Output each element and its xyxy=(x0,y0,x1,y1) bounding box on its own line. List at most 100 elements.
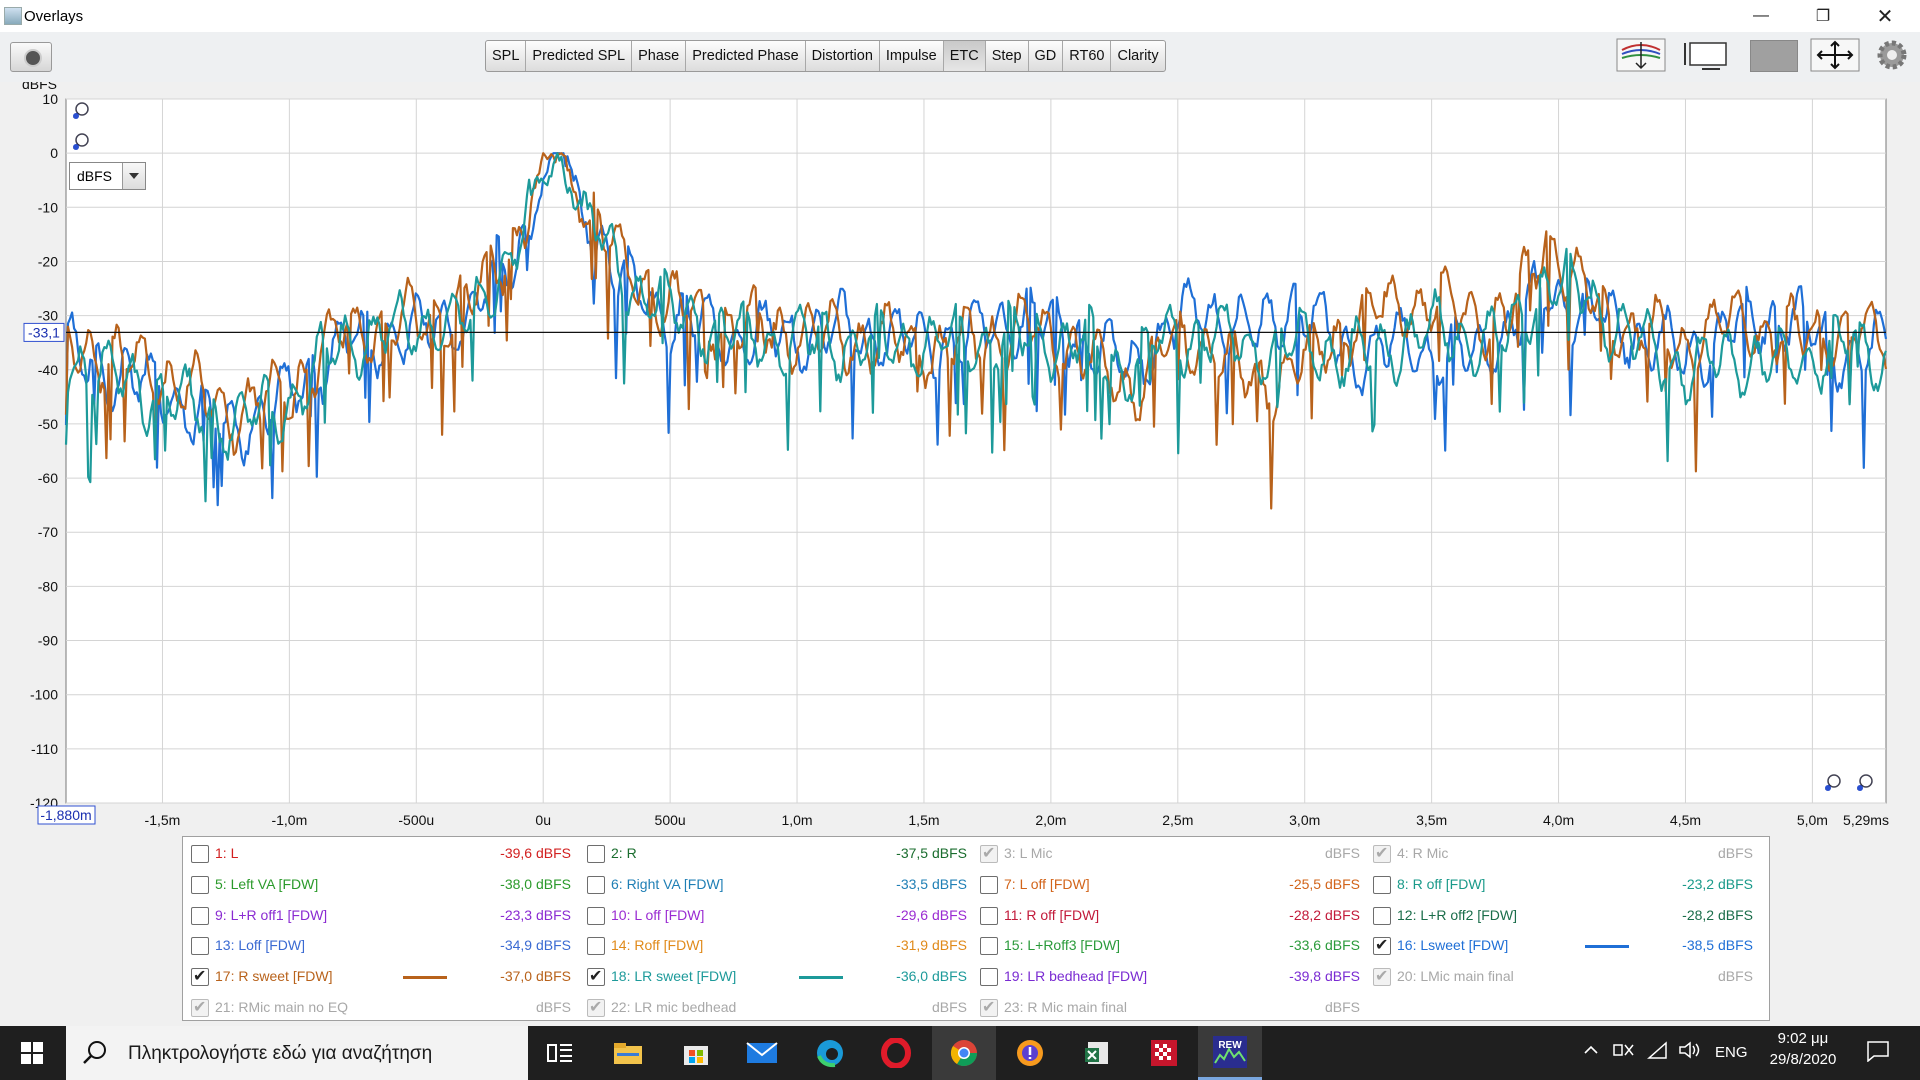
legend-checkbox[interactable] xyxy=(587,937,605,956)
tab-clarity[interactable]: Clarity xyxy=(1117,48,1159,64)
legend-checkbox[interactable] xyxy=(1373,966,1391,987)
gray-panel-icon[interactable] xyxy=(1748,38,1798,72)
legend-item[interactable]: 3: L Mic dBFS xyxy=(972,839,1368,869)
network-adapter-icon[interactable] xyxy=(1612,1040,1636,1065)
legend-item[interactable]: 1: L -39,6 dBFS xyxy=(183,839,579,869)
legend-item[interactable]: 16: Lsweet [FDW] -38,5 dBFS xyxy=(1365,931,1761,961)
minimize-button[interactable]: — xyxy=(1753,7,1769,24)
legend-checkbox[interactable] xyxy=(1373,906,1391,925)
legend-item[interactable]: 2: R -37,5 dBFS xyxy=(579,839,975,869)
browser-icon[interactable] xyxy=(998,1026,1062,1080)
mail-icon[interactable] xyxy=(730,1026,794,1080)
legend-checkbox[interactable] xyxy=(587,845,605,863)
clock[interactable]: 9:02 μμ 29/8/2020 xyxy=(1768,1030,1838,1068)
legend-item[interactable]: 12: L+R off2 [FDW] -28,2 dBFS xyxy=(1365,901,1761,931)
legend-item[interactable]: 22: LR mic bedhead dBFS xyxy=(579,993,975,1023)
tab-predicted-spl[interactable]: Predicted SPL xyxy=(526,41,633,71)
legend-item[interactable]: 4: R Mic dBFS xyxy=(1365,839,1761,869)
legend-checkbox[interactable] xyxy=(191,997,209,1017)
chevron-down-icon[interactable] xyxy=(122,163,145,189)
legend-item[interactable]: 20: LMic main final dBFS xyxy=(1365,962,1761,992)
zoom-x-in-icon[interactable] xyxy=(1825,774,1841,791)
legend-item[interactable]: 14: Roff [FDW] -31,9 dBFS xyxy=(579,931,975,961)
legend-item[interactable]: 21: RMic main no EQ dBFS xyxy=(183,993,579,1023)
tab-impulse[interactable]: Impulse xyxy=(880,41,944,71)
legend-checkbox[interactable] xyxy=(980,937,998,956)
legend-item[interactable]: 19: LR bedhead [FDW] -39,8 dBFS xyxy=(972,962,1368,992)
cursor-x-readout-box xyxy=(37,805,96,825)
legend-checkbox[interactable] xyxy=(980,875,998,894)
legend-checkbox[interactable] xyxy=(980,843,998,863)
tab-step[interactable]: Step xyxy=(986,41,1029,71)
language-indicator[interactable]: ENG xyxy=(1715,1044,1748,1061)
zoom-in-icon[interactable] xyxy=(73,102,89,119)
legend-item[interactable]: 23: R Mic main final dBFS xyxy=(972,993,1368,1023)
legend-checkbox[interactable] xyxy=(1373,843,1391,863)
taskbar-search[interactable]: Πληκτρολογήστε εδώ για αναζήτηση xyxy=(66,1026,528,1080)
tab-rt60[interactable]: RT60 xyxy=(1063,41,1112,71)
chevron-up-icon[interactable] xyxy=(1582,1041,1600,1064)
wifi-icon[interactable] xyxy=(1646,1040,1670,1065)
restore-button[interactable]: ❐ xyxy=(1815,8,1831,25)
title-bar: Overlays — ❐ ✕ xyxy=(0,0,1920,32)
legend-checkbox[interactable] xyxy=(587,997,605,1017)
excel-file-icon[interactable] xyxy=(1066,1026,1130,1080)
legend-checkbox[interactable] xyxy=(1373,875,1391,894)
opera-icon[interactable] xyxy=(864,1026,928,1080)
legend-item[interactable]: 7: L off [FDW] -25,5 dBFS xyxy=(972,870,1368,900)
legend-checkbox[interactable] xyxy=(980,906,998,925)
legend-item[interactable]: 10: L off [FDW] -29,6 dBFS xyxy=(579,901,975,931)
pattern-app-icon[interactable] xyxy=(1132,1026,1196,1080)
tab-predicted-phase[interactable]: Predicted Phase xyxy=(686,41,806,71)
legend-item[interactable]: 8: R off [FDW] -23,2 dBFS xyxy=(1365,870,1761,900)
legend-item[interactable]: 15: L+Roff3 [FDW] -33,6 dBFS xyxy=(972,931,1368,961)
search-placeholder: Πληκτρολογήστε εδώ για αναζήτηση xyxy=(128,1043,433,1064)
chrome-icon[interactable] xyxy=(932,1026,996,1080)
legend-item[interactable]: 6: Right VA [FDW] -33,5 dBFS xyxy=(579,870,975,900)
notifications-icon[interactable] xyxy=(1866,1040,1890,1067)
legend-item[interactable]: 11: R off [FDW] -28,2 dBFS xyxy=(972,901,1368,931)
legend-checkbox[interactable] xyxy=(191,845,209,863)
x-tick-label: 500u xyxy=(655,812,686,828)
legend-item[interactable]: 5: Left VA [FDW] -38,0 dBFS xyxy=(183,870,579,900)
legend-item[interactable]: 17: R sweet [FDW] -37,0 dBFS xyxy=(183,962,579,992)
edge-icon[interactable] xyxy=(798,1026,862,1080)
legend-checkbox[interactable] xyxy=(1373,935,1391,956)
legend-item[interactable]: 13: Loff [FDW] -34,9 dBFS xyxy=(183,931,579,961)
move-arrows-icon[interactable] xyxy=(1810,38,1860,72)
plot-background[interactable] xyxy=(65,98,1887,804)
volume-icon[interactable] xyxy=(1678,1040,1704,1065)
file-explorer-icon[interactable] xyxy=(596,1026,660,1080)
overlay-lines-icon[interactable] xyxy=(1616,38,1666,72)
legend-checkbox[interactable] xyxy=(587,875,605,894)
legend-item[interactable]: 18: LR sweet [FDW] -36,0 dBFS xyxy=(579,962,975,992)
store-icon[interactable] xyxy=(664,1026,728,1080)
units-dropdown[interactable]: dBFS xyxy=(69,162,146,190)
gear-icon[interactable] xyxy=(1872,38,1920,72)
tab-gd[interactable]: GD xyxy=(1029,41,1064,71)
close-button[interactable]: ✕ xyxy=(1876,5,1894,28)
rew-app-icon[interactable]: REW xyxy=(1198,1026,1262,1080)
legend-value: -28,2 dBFS xyxy=(1682,906,1753,923)
legend-checkbox[interactable] xyxy=(587,966,605,987)
camera-icon[interactable] xyxy=(10,42,52,72)
legend-checkbox[interactable] xyxy=(980,968,998,987)
tab-distortion[interactable]: Distortion xyxy=(806,41,880,71)
start-button[interactable] xyxy=(0,1026,64,1080)
task-view-icon[interactable] xyxy=(528,1026,592,1080)
zoom-out-icon[interactable] xyxy=(73,133,89,150)
legend-checkbox[interactable] xyxy=(191,875,209,894)
legend-checkbox[interactable] xyxy=(191,937,209,956)
legend-checkbox[interactable] xyxy=(980,997,998,1017)
legend-checkbox[interactable] xyxy=(191,966,209,987)
fit-window-icon[interactable] xyxy=(1682,38,1732,72)
zoom-x-out-icon[interactable] xyxy=(1857,774,1873,791)
etc-chart[interactable]: 10 0 -10 -20 -30 -40 -50 -60 -70 -80 -90 -100 -110 -1… xyxy=(0,82,1920,842)
tab-etc[interactable]: ETC xyxy=(943,41,986,71)
legend-checkbox[interactable] xyxy=(587,906,605,925)
legend-item[interactable]: 9: L+R off1 [FDW] -23,3 dBFS xyxy=(183,901,579,931)
legend-checkbox[interactable] xyxy=(191,906,209,925)
tab-spl[interactable]: SPL xyxy=(486,41,527,71)
plot-area[interactable]: 10 0 -10 -20 -30 -40 -50 -60 -70 -80 -90 -100 -110 -1… xyxy=(0,82,1920,842)
tab-phase[interactable]: Phase xyxy=(632,41,687,71)
